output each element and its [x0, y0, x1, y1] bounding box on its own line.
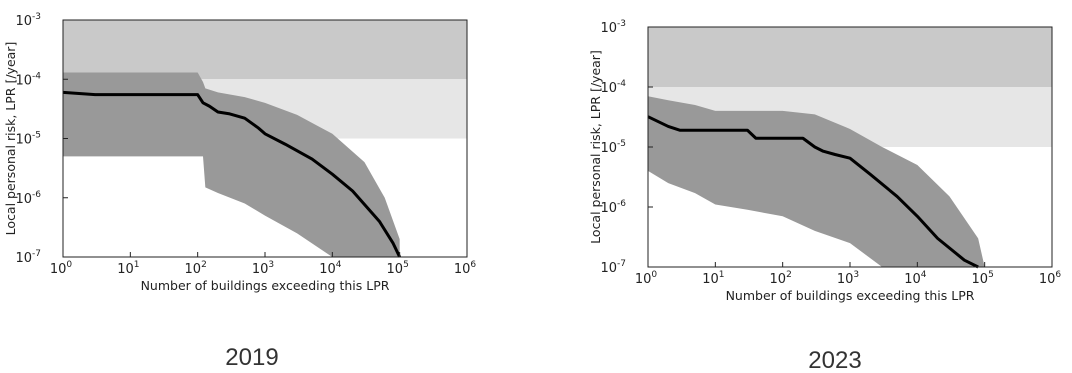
- x-axis-label: Number of buildings exceeding this LPR: [141, 278, 390, 293]
- x-tick-label: 103: [837, 270, 859, 287]
- y-axis-label: Local personal risk, LPR [/year]: [3, 42, 18, 236]
- x-tick-label: 106: [1039, 270, 1062, 287]
- x-tick-label: 104: [319, 260, 342, 277]
- x-tick-label: 105: [972, 270, 994, 287]
- risk-zone-0: [63, 20, 467, 80]
- x-tick-label: 106: [454, 260, 477, 277]
- y-tick-label: 10-4: [15, 71, 41, 88]
- median-line: [62, 90, 402, 258]
- x-tick-label: 105: [387, 260, 409, 277]
- y-tick-label: 10-7: [15, 249, 41, 266]
- y-tick-label: 10-3: [15, 12, 41, 29]
- y-tick-label: 10-3: [600, 19, 626, 36]
- y-tick-label: 10-5: [600, 139, 626, 156]
- x-tick-label: 104: [904, 270, 927, 287]
- x-axis-label: Number of buildings exceeding this LPR: [726, 288, 975, 303]
- year-caption: 2019: [225, 344, 278, 371]
- y-axis-label: Local personal risk, LPR [/year]: [588, 50, 603, 244]
- x-tick-label: 100: [50, 260, 73, 277]
- risk-zone-0: [648, 27, 1052, 87]
- chart-2023: 100 101 102 103 104 105 106 10-7 10-6 10-5 10-4 10-…: [588, 19, 1061, 373]
- uncertainty-band: [648, 96, 985, 267]
- year-caption: 2023: [808, 347, 861, 373]
- chart-2019: 100 101 102 103 104 105 106 10-7 10-6 10-5 10-4 10-…: [3, 12, 476, 371]
- x-tick-label: 102: [770, 270, 792, 287]
- x-tick-label: 103: [252, 260, 274, 277]
- x-tick-label: 101: [702, 270, 724, 287]
- y-tick-label: 10-4: [600, 79, 626, 96]
- x-tick-label: 101: [117, 260, 139, 277]
- y-tick-label: 10-6: [15, 190, 41, 207]
- y-tick-label: 10-7: [600, 259, 626, 276]
- y-tick-label: 10-6: [600, 199, 626, 216]
- y-tick-label: 10-5: [15, 131, 41, 148]
- x-tick-label: 100: [635, 270, 658, 287]
- median-line: [647, 115, 979, 269]
- x-tick-label: 102: [185, 260, 207, 277]
- uncertainty-band: [63, 72, 400, 257]
